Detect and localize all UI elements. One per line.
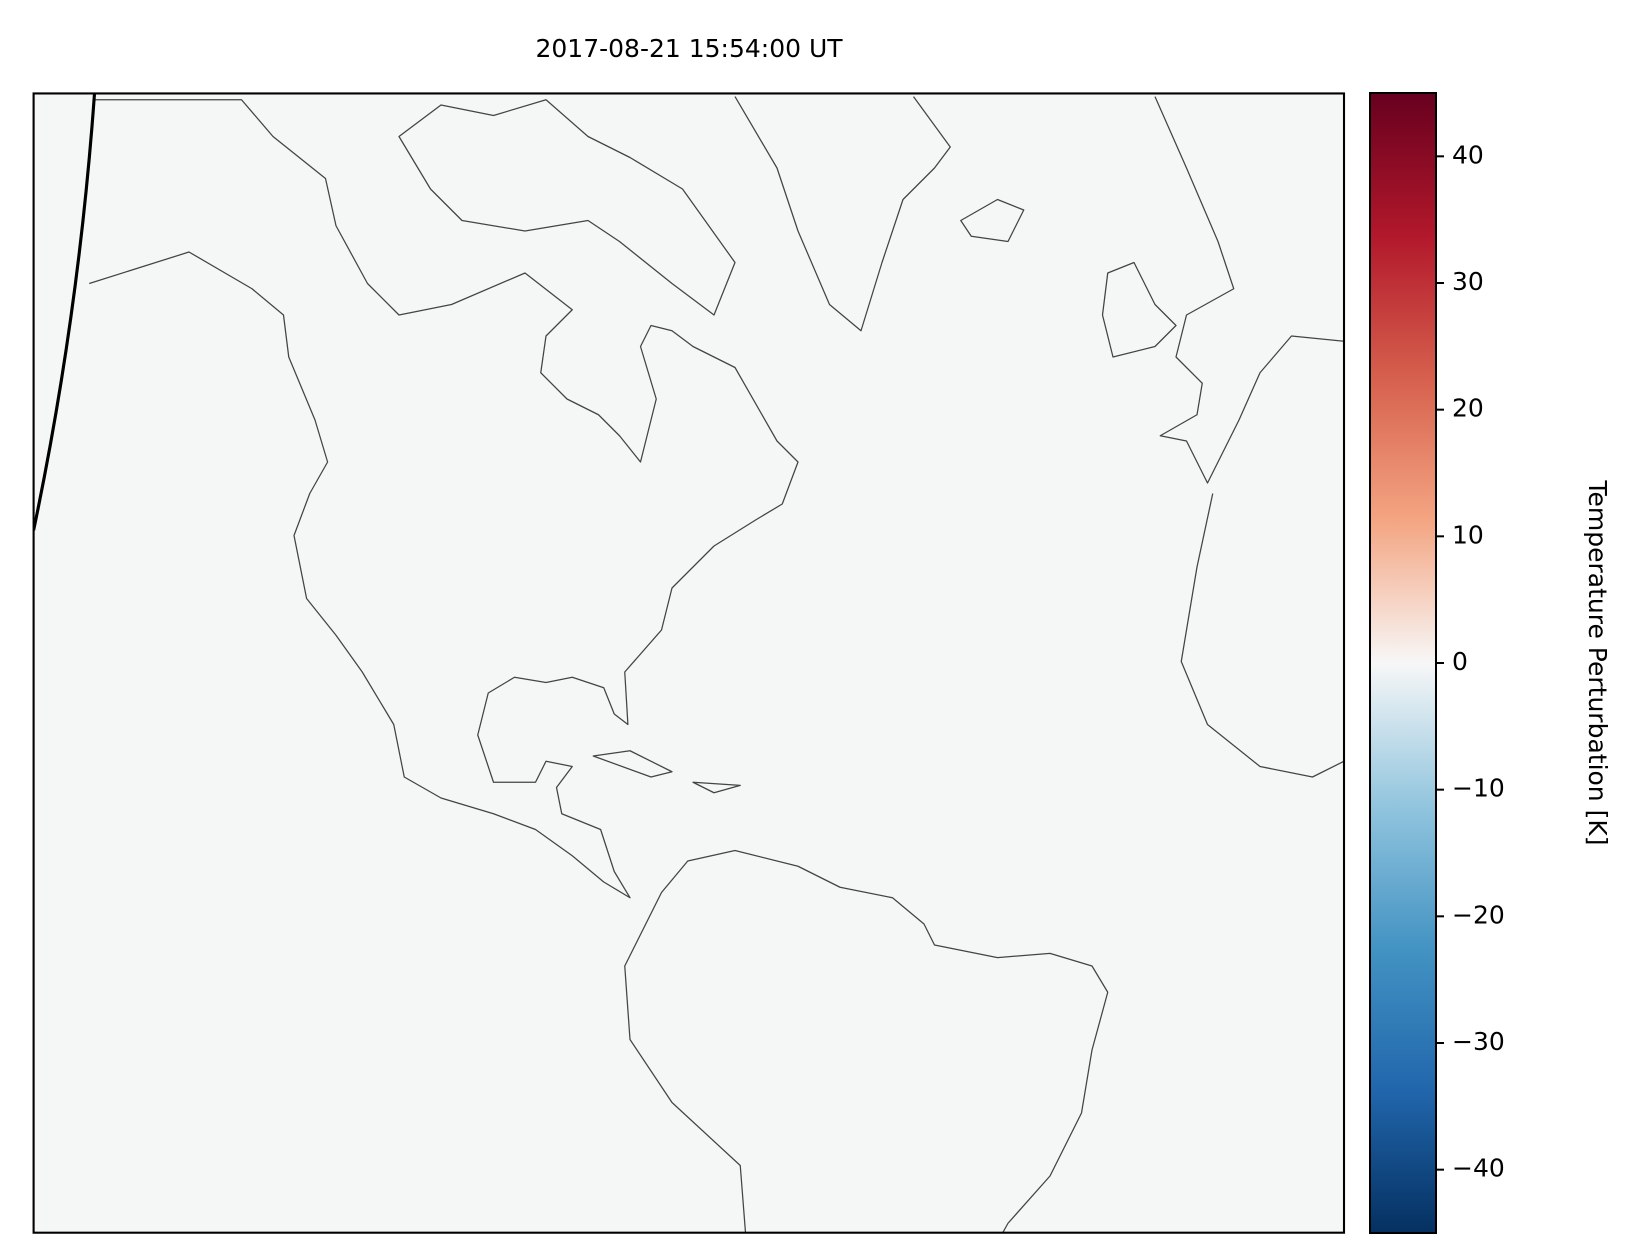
coastlines [33,93,1344,1233]
colorbar-tick-label: 20 [1452,394,1484,423]
colorbar-tick-label: −40 [1452,1154,1505,1183]
arctic-islands [398,99,736,316]
colorbar-label: Temperature Perturbation [K] [1583,479,1612,845]
iceland [960,198,1025,243]
britain [1101,261,1177,358]
map-title: 2017-08-21 15:54:00 UT [535,34,843,63]
colorbar-tick-label: 0 [1452,647,1468,676]
colorbar [1369,92,1437,1234]
colorbar-tick-label: 30 [1452,267,1484,296]
terminator-line [33,93,97,531]
greenland [734,96,951,332]
south-america [624,849,1109,1233]
hispaniola [692,781,741,794]
colorbar-tick-label: −30 [1452,1027,1505,1056]
map [32,92,1346,1234]
europe [1154,96,1344,484]
colorbar-tick-label: 10 [1452,520,1484,549]
africa [1180,493,1344,778]
colorbar-tick-label: −10 [1452,774,1505,803]
cuba [592,750,673,778]
north-america [89,99,799,899]
map-frame [32,92,1346,1234]
colorbar-tick-label: −20 [1452,900,1505,929]
map-field [33,93,1345,1233]
colorbar-tick-label: 40 [1452,140,1484,169]
